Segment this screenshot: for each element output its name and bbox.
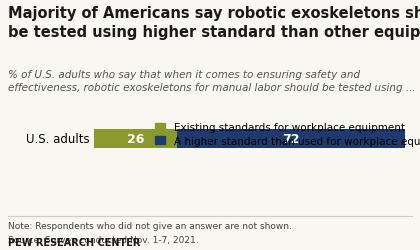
Text: 26: 26 — [126, 132, 144, 145]
Text: U.S. adults: U.S. adults — [26, 132, 89, 145]
Text: Source: Survey conducted Nov. 1-7, 2021.: Source: Survey conducted Nov. 1-7, 2021. — [8, 235, 199, 244]
Bar — [176, 130, 405, 148]
Legend: Existing standards for workplace equipment, A higher standard than used for work: Existing standards for workplace equipme… — [155, 123, 420, 146]
Bar — [94, 130, 176, 148]
Text: 72: 72 — [282, 132, 299, 145]
Text: Majority of Americans say robotic exoskeletons should
be tested using higher sta: Majority of Americans say robotic exoske… — [8, 6, 420, 40]
Text: “AI and Human Enhancement: Americans’ Openness Is Tempered by a Range of Concern: “AI and Human Enhancement: Americans’ Op… — [8, 249, 418, 250]
Text: Note: Respondents who did not give an answer are not shown.: Note: Respondents who did not give an an… — [8, 221, 292, 230]
Text: PEW RESEARCH CENTER: PEW RESEARCH CENTER — [8, 238, 141, 248]
Text: % of U.S. adults who say that when it comes to ensuring safety and
effectiveness: % of U.S. adults who say that when it co… — [8, 70, 416, 92]
